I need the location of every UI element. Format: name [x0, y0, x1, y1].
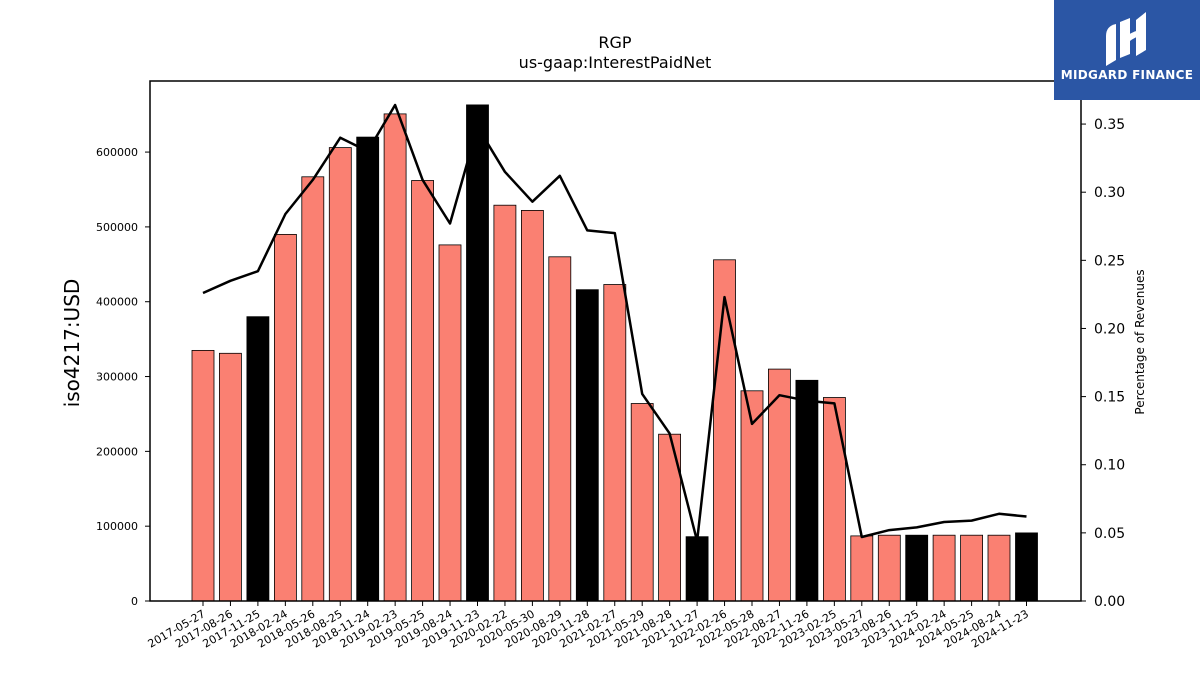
y2-tick-label: 0.35	[1094, 117, 1125, 133]
bar	[356, 136, 380, 602]
plot-frame	[149, 80, 1082, 602]
bar	[411, 180, 435, 602]
bar	[575, 289, 599, 602]
bar	[850, 535, 874, 602]
y-tick-label: 300000	[96, 371, 138, 384]
chart-title: RGP	[598, 33, 632, 52]
y-axis-label: iso4217:USD	[60, 279, 84, 408]
y-tick-label: 500000	[96, 221, 138, 234]
revenue-percentage-line	[202, 103, 1027, 543]
bar	[932, 534, 956, 602]
midgard-finance-logo: MIDGARD FINANCE	[1054, 0, 1200, 100]
y2-tick-label: 0.30	[1094, 185, 1125, 201]
logo-mark-icon	[1106, 12, 1146, 66]
y2-tick-label: 0.00	[1094, 594, 1125, 610]
line-group	[202, 103, 1027, 543]
bar	[466, 104, 489, 602]
bar	[521, 209, 544, 602]
bar	[273, 233, 297, 602]
y2-tick-label: 0.15	[1094, 390, 1125, 406]
y-tick-label: 0	[131, 595, 138, 608]
bar	[795, 379, 819, 602]
y2-tick-label: 0.25	[1094, 253, 1125, 269]
y-tick-label: 100000	[96, 520, 138, 533]
y2-tick-label: 0.10	[1094, 458, 1125, 474]
bar	[630, 403, 654, 602]
chart-subtitle: us-gaap:InterestPaidNet	[519, 53, 712, 72]
y2-axis-label: Percentage of Revenues	[1133, 269, 1147, 414]
bar	[823, 397, 846, 602]
bar	[905, 534, 929, 602]
logo-text: MIDGARD FINANCE	[1060, 68, 1194, 82]
bar	[877, 534, 901, 602]
y-tick-label: 400000	[96, 296, 138, 309]
bar	[218, 352, 242, 602]
bar	[493, 204, 517, 602]
bar	[438, 244, 462, 602]
bar	[1015, 532, 1038, 602]
bar	[987, 534, 1011, 602]
bar	[960, 534, 983, 602]
bar	[191, 349, 215, 602]
y-tick-label: 200000	[96, 445, 138, 458]
bar	[301, 176, 325, 602]
bar	[713, 259, 736, 602]
bar	[603, 284, 627, 602]
bar	[685, 536, 709, 602]
bars-group	[191, 104, 1038, 602]
bar	[246, 316, 270, 602]
bar	[383, 113, 407, 602]
bar	[548, 256, 572, 602]
y2-tick-label: 0.20	[1094, 321, 1125, 337]
bar	[328, 147, 352, 602]
y-tick-label: 600000	[96, 146, 138, 159]
y2-tick-label: 0.05	[1094, 526, 1125, 542]
